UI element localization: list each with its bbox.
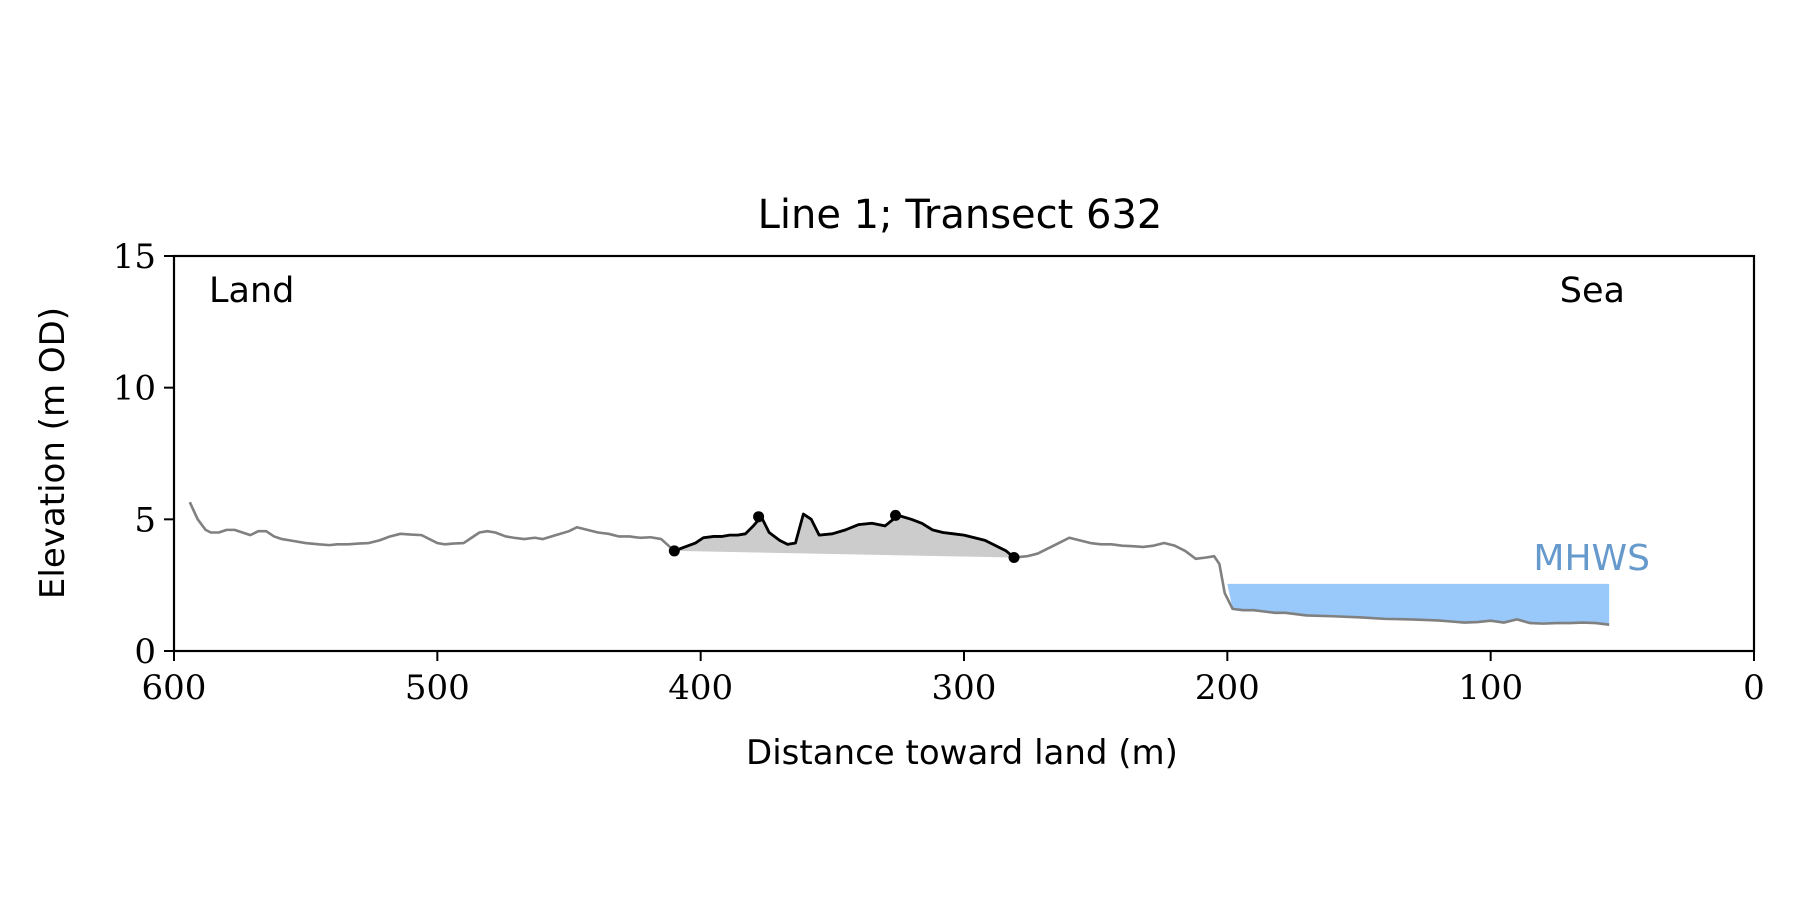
dune-crest-marker-2 bbox=[890, 509, 902, 521]
x-tick-label: 500 bbox=[405, 668, 470, 708]
land-annotation: Land bbox=[209, 271, 294, 311]
y-axis: 0 5 10 15 bbox=[113, 237, 174, 672]
x-tick-label: 200 bbox=[1195, 668, 1260, 708]
y-tick-label: 15 bbox=[113, 237, 156, 277]
plot-area bbox=[188, 501, 1610, 626]
y-tick-label: 10 bbox=[113, 369, 156, 409]
dune-toe-marker bbox=[668, 545, 680, 557]
x-tick-label: 300 bbox=[932, 668, 997, 708]
y-axis-label: Elevation (m OD) bbox=[33, 307, 73, 599]
dune-crest-marker-1 bbox=[753, 511, 765, 523]
x-tick-label: 0 bbox=[1743, 668, 1765, 708]
mhws-label: MHWS bbox=[1533, 538, 1650, 579]
dune-volume-fill bbox=[674, 514, 1015, 558]
x-axis: 600 500 400 300 200 100 0 bbox=[142, 651, 1765, 708]
x-tick-label: 600 bbox=[142, 668, 207, 708]
chart-title: Line 1; Transect 632 bbox=[758, 192, 1163, 238]
y-tick-label: 0 bbox=[134, 632, 156, 672]
dune-heel-marker bbox=[1008, 552, 1020, 564]
sea-annotation: Sea bbox=[1560, 271, 1625, 311]
x-axis-label: Distance toward land (m) bbox=[746, 733, 1178, 773]
dune-profile-line bbox=[673, 512, 1015, 559]
x-tick-label: 400 bbox=[668, 668, 733, 708]
x-tick-label: 100 bbox=[1458, 668, 1523, 708]
y-tick-label: 5 bbox=[134, 500, 156, 540]
mhws-band bbox=[1227, 583, 1610, 625]
